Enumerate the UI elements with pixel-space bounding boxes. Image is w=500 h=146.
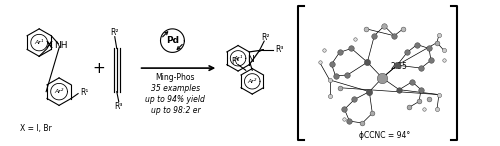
Text: X = I, Br: X = I, Br — [20, 124, 52, 133]
Text: Ar¹: Ar¹ — [234, 56, 243, 61]
Text: Ar¹: Ar¹ — [34, 40, 44, 45]
Text: 35 examples: 35 examples — [151, 84, 200, 93]
Text: X: X — [46, 41, 52, 50]
Text: Ar²: Ar² — [54, 89, 64, 94]
Text: +: + — [92, 61, 105, 76]
Text: Ar²: Ar² — [248, 79, 257, 84]
Text: ϕCCNC = 94°: ϕCCNC = 94° — [358, 131, 410, 140]
Text: 2.55: 2.55 — [390, 62, 407, 71]
Text: R¹: R¹ — [232, 57, 240, 66]
Text: Pd: Pd — [166, 36, 179, 45]
Text: up to 98:2 er: up to 98:2 er — [150, 106, 200, 115]
Text: up to 94% yield: up to 94% yield — [146, 95, 206, 104]
Text: Ming-Phos: Ming-Phos — [156, 73, 195, 82]
Text: R²: R² — [110, 28, 119, 37]
Text: R³: R³ — [114, 102, 123, 111]
Text: R³: R³ — [275, 45, 283, 54]
Text: NH: NH — [54, 41, 68, 50]
Text: N: N — [247, 55, 254, 64]
Text: R¹: R¹ — [80, 88, 88, 97]
Text: R²: R² — [261, 33, 270, 42]
